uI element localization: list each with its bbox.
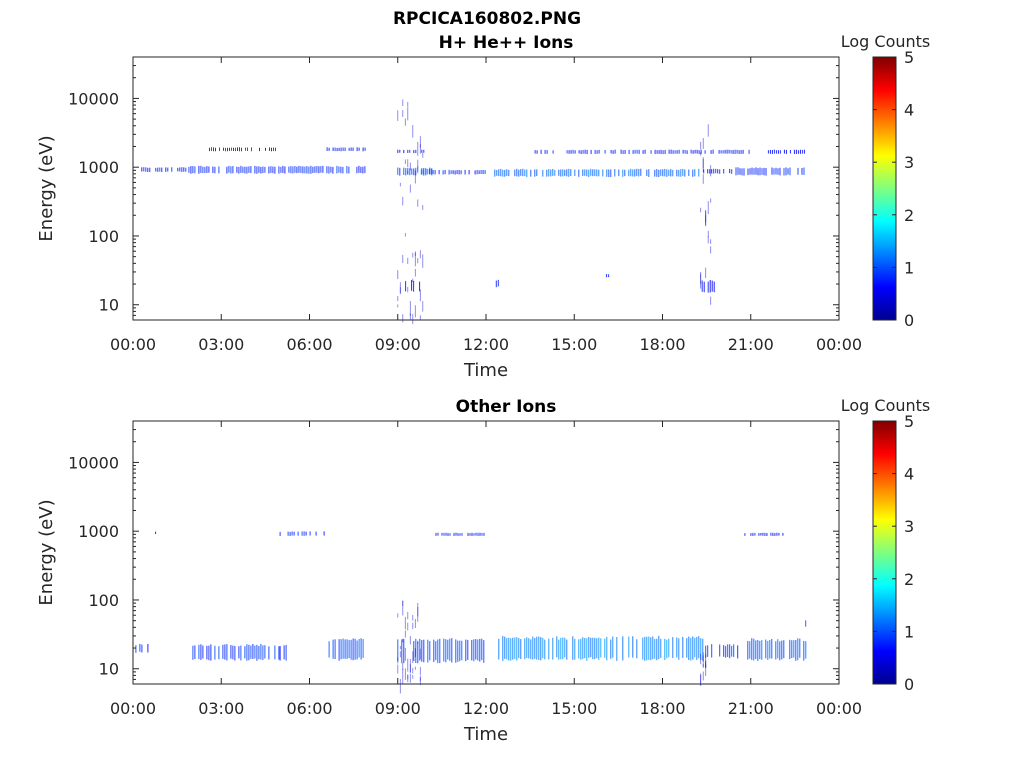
x-tick-label: 18:00	[639, 699, 685, 718]
x-tick-label: 03:00	[198, 699, 244, 718]
colorbar-tick-label: 4	[904, 465, 914, 484]
data-band	[326, 147, 366, 152]
x-tick-label: 18:00	[639, 335, 685, 354]
y-tick-label: 1000	[78, 522, 119, 541]
y-axis-label: Energy (eV)	[36, 135, 57, 241]
figure-title: RPCICA160802.PNG	[393, 9, 581, 29]
data-band	[606, 274, 610, 278]
data-band	[405, 280, 421, 292]
panels: H+ He++ Ions 00:00 03:00 06:00 09:00 12:00 15:…	[36, 32, 930, 745]
y-tick-label: 10000	[68, 453, 119, 472]
y-tick-label: 10	[99, 660, 119, 679]
colorbar-tick-label: 4	[904, 101, 914, 120]
panel-1: H+ He++ Ions 00:00 03:00 06:00 09:00 12:00 15:…	[36, 32, 930, 381]
x-tick-label: 09:00	[375, 699, 421, 718]
x-axis-label: Time	[463, 724, 508, 745]
x-axis-label: Time	[463, 360, 508, 381]
y-tick-label: 100	[88, 227, 119, 246]
data-band	[705, 644, 739, 659]
x-tick-label: 09:00	[375, 335, 421, 354]
x-tick-label: 06:00	[286, 699, 332, 718]
data-spike	[397, 600, 421, 694]
colorbar-tick-label: 2	[904, 570, 914, 589]
data-band	[279, 644, 287, 661]
data-band	[435, 532, 485, 536]
data-band	[279, 531, 325, 536]
colorbar-gradient	[872, 56, 897, 321]
data-band	[328, 638, 364, 661]
x-tick-label: 00:00	[110, 335, 156, 354]
colorbar-tick-label: 0	[904, 311, 914, 330]
x-tick-label: 12:00	[463, 335, 509, 354]
colorbar-tick-label: 3	[904, 153, 914, 172]
data-band	[767, 149, 805, 154]
data-spike	[700, 124, 712, 305]
data-band	[701, 280, 715, 293]
data-band	[141, 167, 187, 172]
x-tick-label: 00:00	[816, 335, 862, 354]
colorbar-tick-label: 2	[904, 206, 914, 225]
data-band	[397, 638, 485, 664]
colorbar-tick-label: 1	[904, 622, 914, 641]
y-tick-label: 100	[88, 591, 119, 610]
data-band	[498, 635, 704, 661]
x-tick-label: 06:00	[286, 335, 332, 354]
data-band	[744, 532, 784, 536]
y-axis-label: Energy (eV)	[36, 499, 57, 605]
data-band	[494, 168, 700, 177]
data-band	[735, 167, 805, 176]
colorbar-tick-label: 5	[904, 48, 914, 67]
colorbar-tick-label: 5	[904, 412, 914, 431]
plot-area	[133, 57, 839, 320]
y-tick-label: 10	[99, 296, 119, 315]
x-tick-label: 00:00	[816, 699, 862, 718]
data-band	[135, 643, 149, 653]
data-band	[397, 149, 425, 154]
data-band	[420, 168, 432, 175]
colorbar-label: Log Counts	[841, 396, 931, 415]
data-marks	[135, 531, 807, 694]
data-marks	[141, 99, 805, 325]
plot-area	[133, 421, 839, 684]
panel-2: Other Ions 00:00 03:00 06:00 09:00 12:00 15:00…	[36, 396, 930, 745]
x-tick-label: 15:00	[551, 335, 597, 354]
y-tick-label: 10000	[68, 89, 119, 108]
data-band	[209, 147, 276, 152]
data-band	[534, 149, 750, 155]
x-tick-label: 21:00	[728, 699, 774, 718]
colorbar-label: Log Counts	[841, 32, 931, 51]
x-tick-label: 00:00	[110, 699, 156, 718]
data-spike	[397, 99, 424, 325]
data-band	[495, 279, 499, 288]
data-band	[188, 165, 366, 174]
panel-title: H+ He++ Ions	[439, 33, 574, 53]
y-tick-label: 1000	[78, 158, 119, 177]
x-tick-label: 03:00	[198, 335, 244, 354]
panel-title: Other Ions	[456, 397, 557, 417]
data-band	[747, 638, 807, 661]
data-spike	[700, 652, 707, 686]
colorbar-gradient	[872, 420, 897, 685]
colorbar-tick-label: 1	[904, 258, 914, 277]
data-band	[432, 169, 486, 175]
data-band	[192, 643, 280, 661]
data-band	[703, 168, 733, 174]
x-tick-label: 12:00	[463, 699, 509, 718]
colorbar-tick-label: 0	[904, 675, 914, 694]
colorbar-tick-label: 3	[904, 517, 914, 536]
x-tick-label: 21:00	[728, 335, 774, 354]
x-tick-label: 15:00	[551, 699, 597, 718]
